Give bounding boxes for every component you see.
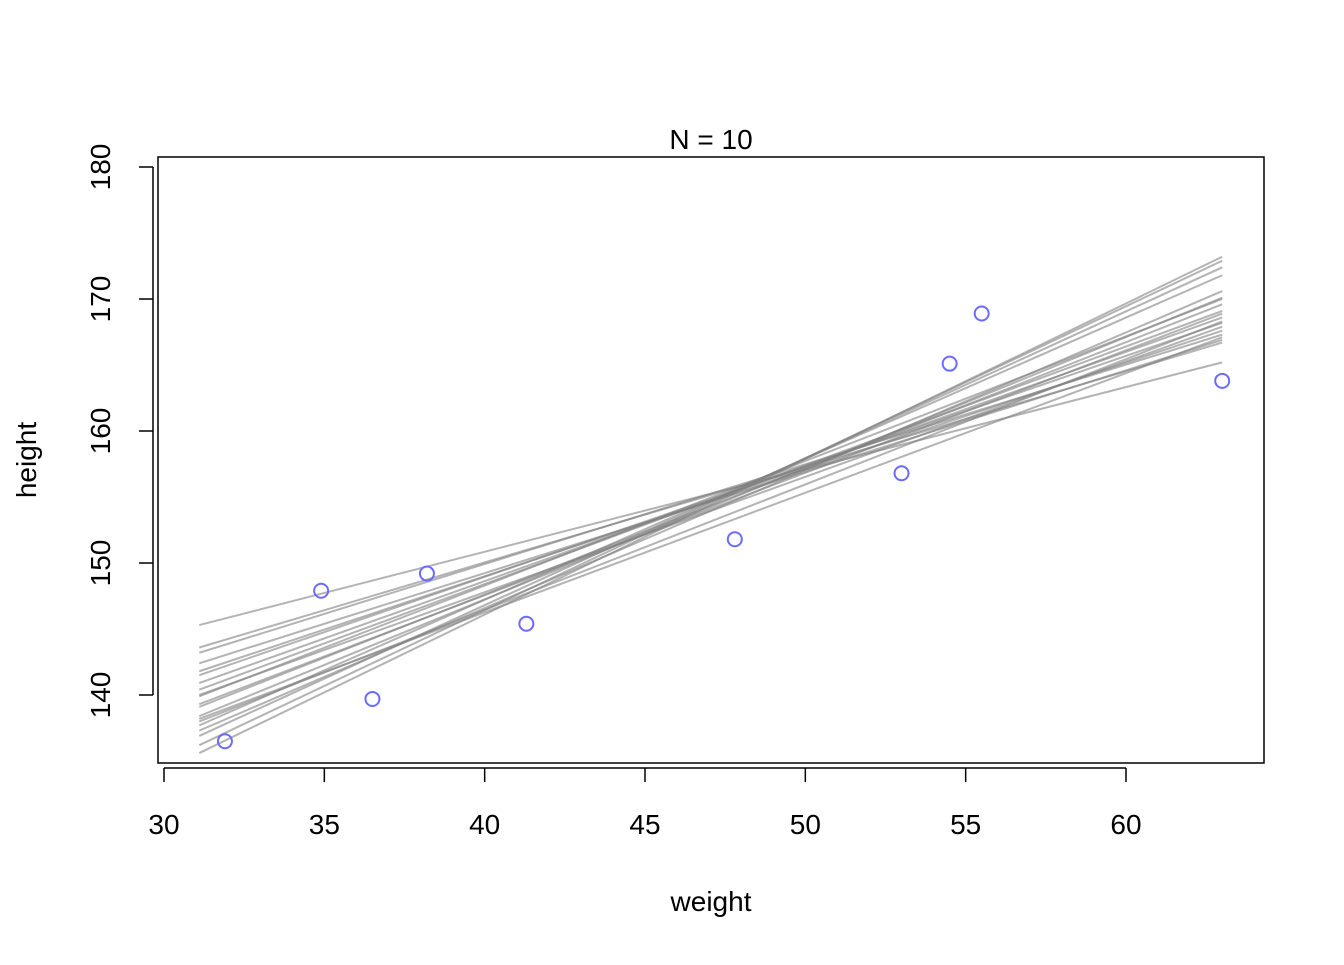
y-axis-label: height [11,422,42,499]
data-points [216,305,1231,750]
data-point-7 [893,465,910,482]
x-tick-label-35: 35 [309,809,340,840]
x-tick-label-60: 60 [1110,809,1141,840]
data-point-4 [418,565,435,582]
regression-line-17 [198,336,1223,720]
regression-lines [198,255,1223,754]
y-tick-label-170: 170 [85,276,116,323]
data-point-10 [1214,372,1231,389]
y-tick-label-150: 150 [85,540,116,587]
x-tick-label-50: 50 [790,809,821,840]
data-point-3 [364,690,381,707]
data-point-9 [973,305,990,322]
data-point-8 [941,355,958,372]
plot-frame [157,156,1265,764]
data-point-6 [726,531,743,548]
data-point-1 [216,733,233,750]
x-tick-label-30: 30 [148,809,179,840]
regression-line-9 [198,298,1223,698]
x-axis-label: weight [670,886,752,917]
regression-line-18 [198,338,1223,665]
y-tick-label-160: 160 [85,408,116,455]
regression-line-15 [198,259,1223,747]
data-point-5 [518,615,535,632]
y-tick-label-180: 180 [85,144,116,191]
data-point-2 [313,582,330,599]
regression-line-11 [198,296,1223,718]
x-tick-label-45: 45 [629,809,660,840]
regression-line-19 [198,303,1223,708]
x-tick-label-55: 55 [950,809,981,840]
x-axis: 30 35 40 45 50 55 60 [148,767,1142,840]
regression-line-13 [198,274,1223,727]
regression-line-20 [198,290,1223,732]
y-tick-label-140: 140 [85,672,116,719]
x-tick-label-40: 40 [469,809,500,840]
regression-line-5 [198,321,1223,677]
chart-title: N = 10 [669,124,752,155]
y-axis: 140 150 160 170 180 [85,144,154,719]
